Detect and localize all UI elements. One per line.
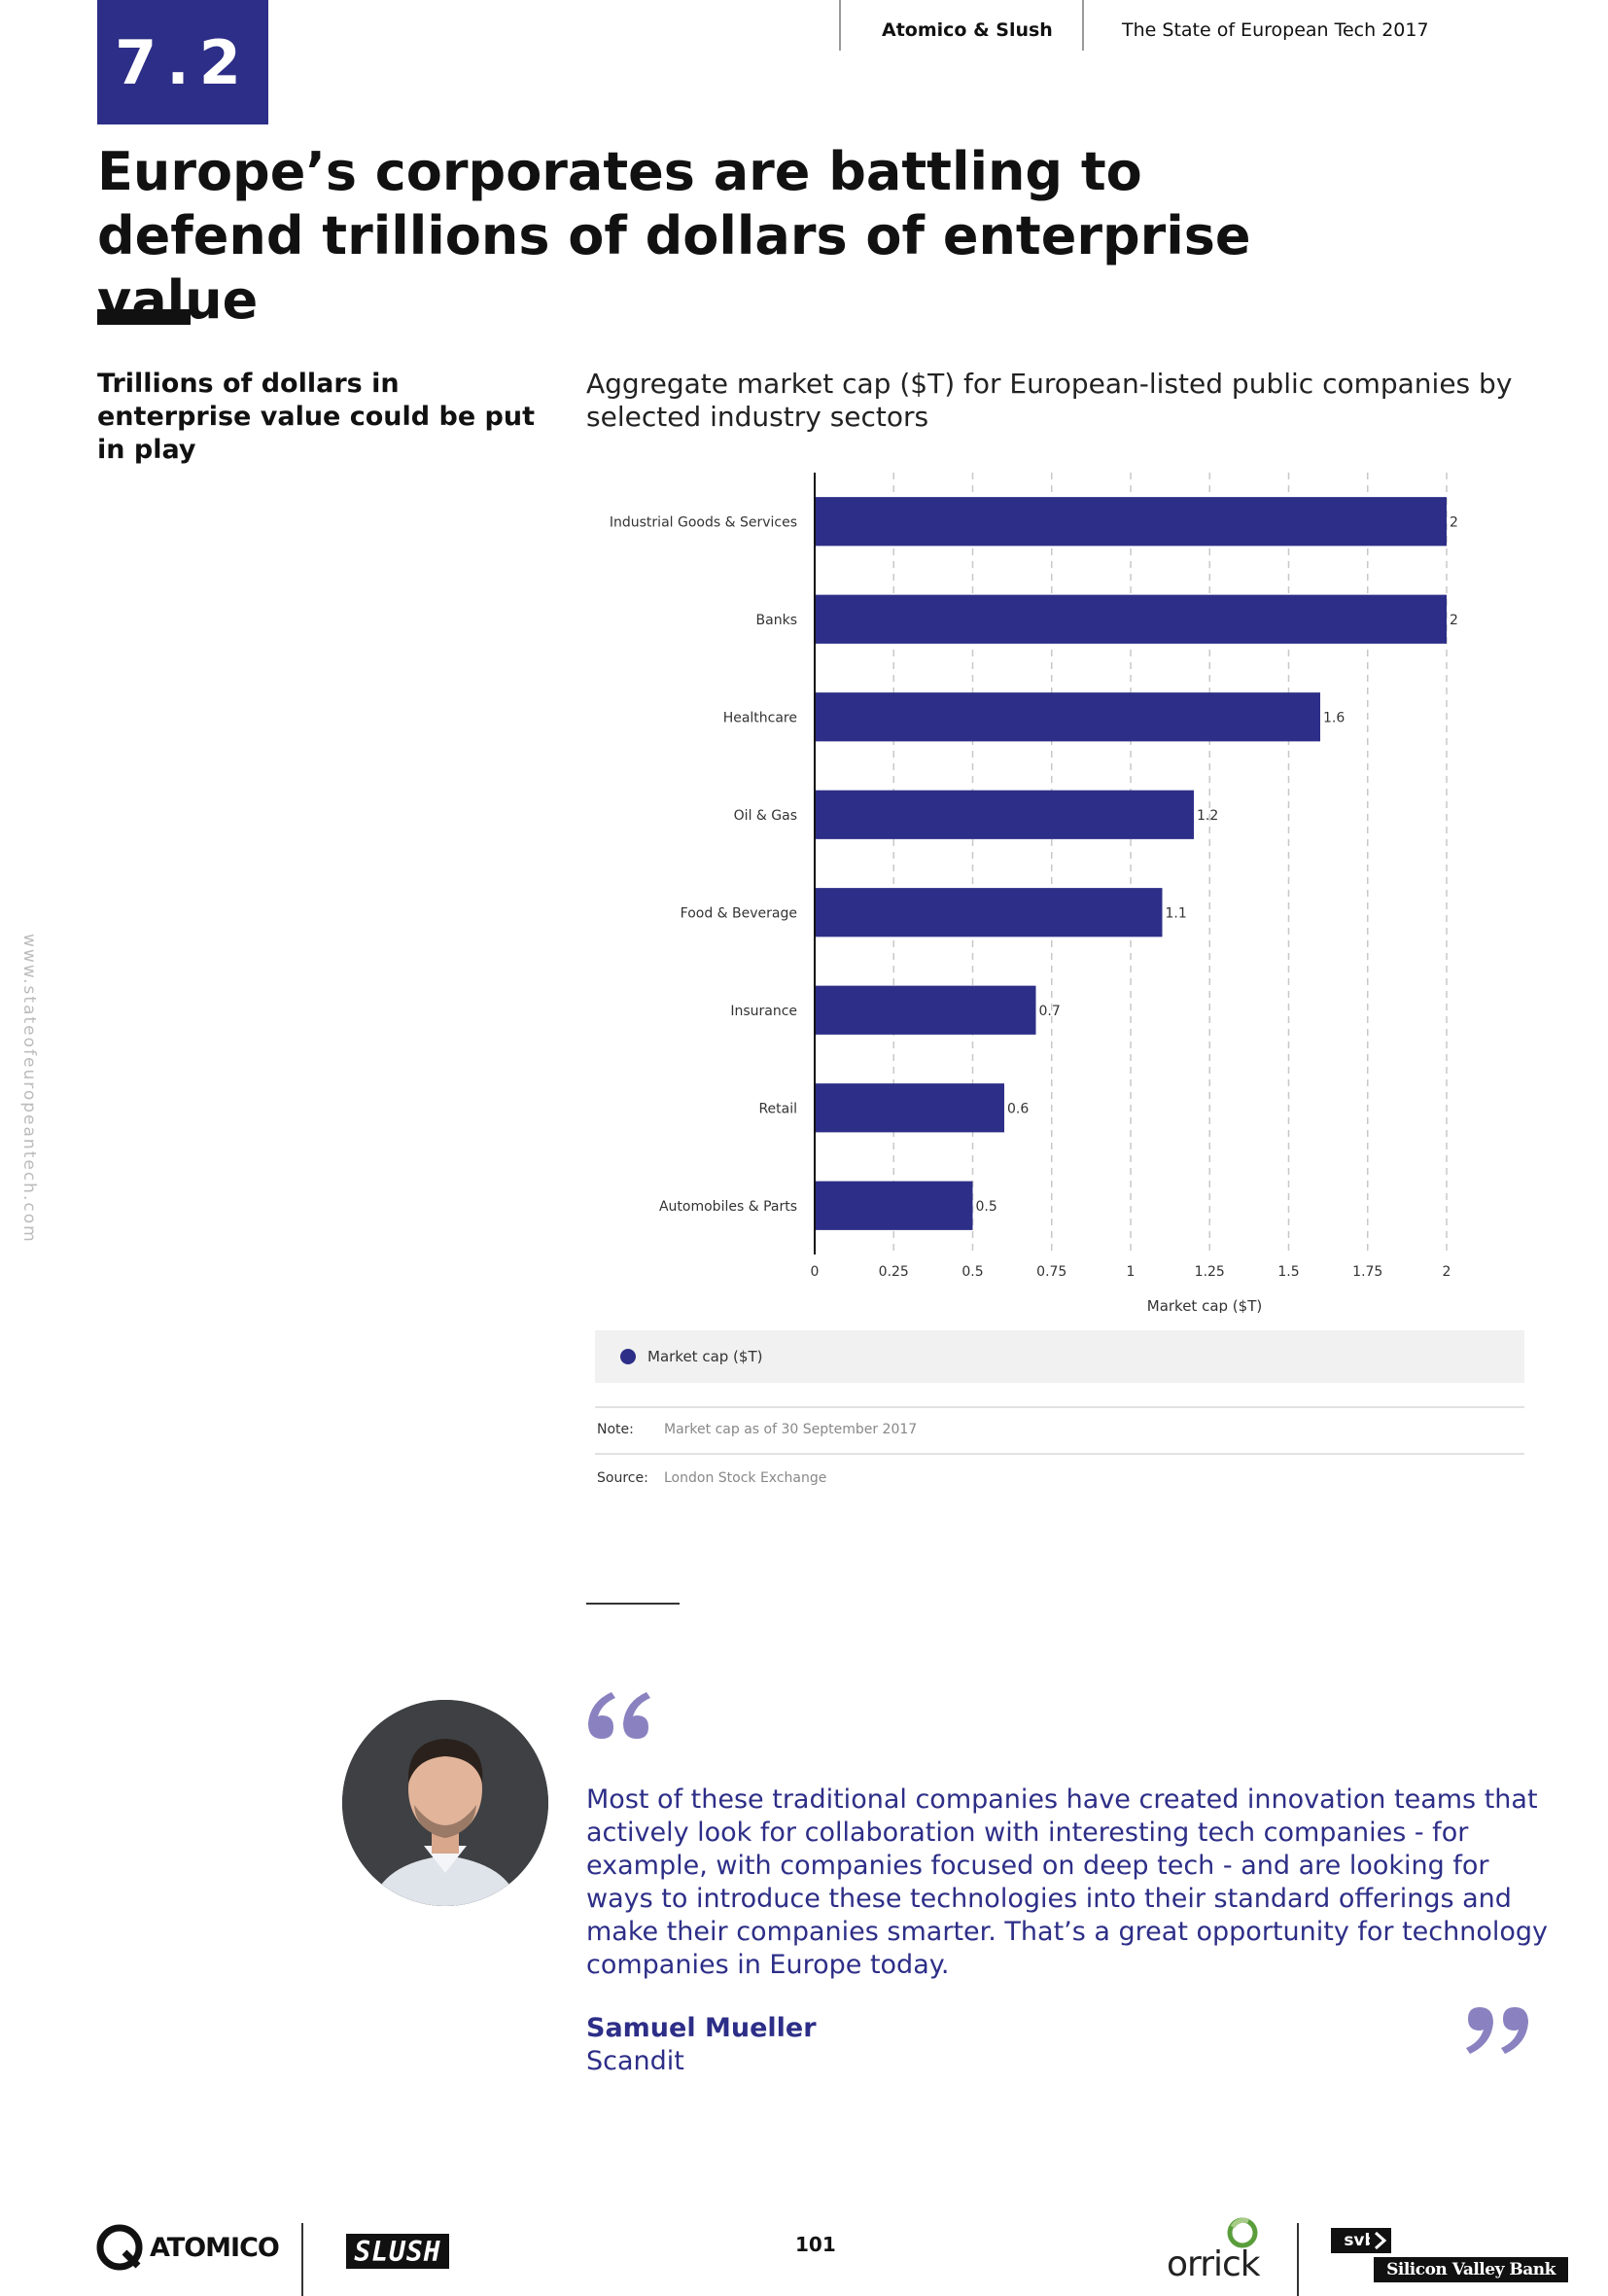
source-text: London Stock Exchange — [664, 1470, 827, 1486]
legend-label: Market cap ($T) — [647, 1348, 763, 1365]
category-label: Retail — [758, 1101, 797, 1116]
chart-value-labels: 2 2 1.6 1.2 1.1 0.7 0.6 0.5 — [976, 514, 1458, 1215]
bar — [815, 1083, 1004, 1133]
data-label: 2 — [1450, 514, 1458, 530]
bar — [815, 1181, 973, 1230]
category-label: Food & Beverage — [681, 905, 797, 921]
bar-chart: Industrial Goods & Services Banks Healthca… — [610, 473, 1458, 1313]
legend-swatch — [620, 1349, 636, 1364]
category-label: Banks — [756, 613, 797, 628]
chart-grid — [892, 473, 1448, 1254]
note-divider — [595, 1453, 1524, 1455]
open-quote-icon — [588, 1692, 650, 1739]
footer-divider — [1297, 2223, 1299, 2296]
x-tick-label: 0.25 — [879, 1264, 909, 1280]
svb-logo[interactable]: svb Silicon Valley Bank — [1331, 2228, 1574, 2286]
note-label: Note: — [597, 1422, 634, 1437]
orrick-logo-text: orrick — [1167, 2244, 1261, 2284]
title-underline — [97, 309, 191, 325]
atomico-logo-text: ATOMICO — [150, 2232, 280, 2263]
side-url[interactable]: www.stateofeuropeantech.com — [19, 934, 39, 1244]
category-label: Healthcare — [723, 710, 797, 725]
x-tick-label: 0.5 — [961, 1264, 983, 1280]
header-report-title: The State of European Tech 2017 — [1122, 19, 1429, 41]
bar — [815, 985, 1036, 1035]
x-tick-label: 1.5 — [1277, 1264, 1299, 1280]
svb-logo-text: Silicon Valley Bank — [1374, 2257, 1568, 2282]
x-tick-label: 2 — [1443, 1264, 1451, 1280]
category-label: Insurance — [730, 1004, 797, 1019]
slush-logo-text: SLUSH — [354, 2235, 441, 2268]
x-axis-title: Market cap ($T) — [1147, 1297, 1262, 1313]
data-label: 2 — [1450, 613, 1458, 628]
slush-logo[interactable]: SLUSH — [346, 2234, 449, 2269]
bar — [815, 692, 1320, 742]
bar — [815, 790, 1194, 839]
quote-author: Samuel Mueller — [586, 2013, 817, 2043]
data-label: 1.1 — [1166, 905, 1187, 921]
svb-logo-short: svb — [1344, 2231, 1377, 2250]
x-tick-label: 1.75 — [1352, 1264, 1382, 1280]
bar — [815, 888, 1163, 937]
chart-category-labels: Industrial Goods & Services Banks Healthca… — [610, 514, 797, 1215]
close-quote-icon — [1466, 2007, 1528, 2054]
avatar — [342, 1700, 548, 1906]
atomico-logo-icon — [96, 2224, 143, 2271]
data-label: 1.6 — [1323, 710, 1345, 725]
category-label: Oil & Gas — [734, 808, 797, 824]
chart-bars — [815, 497, 1447, 1230]
note-text: Market cap as of 30 September 2017 — [664, 1422, 918, 1437]
header-brand: Atomico & Slush — [882, 19, 1053, 41]
side-heading: Trillions of dollars in enterprise value… — [97, 369, 536, 465]
data-label: 0.6 — [1007, 1101, 1029, 1116]
bar — [815, 497, 1447, 547]
page-number: 101 — [795, 2233, 836, 2256]
category-label: Industrial Goods & Services — [610, 514, 797, 530]
x-tick-label: 1 — [1127, 1264, 1136, 1280]
x-tick-label: 1.25 — [1195, 1264, 1225, 1280]
data-label: 0.5 — [976, 1199, 997, 1215]
orrick-logo[interactable]: orrick — [1167, 2215, 1274, 2285]
bar — [815, 594, 1447, 644]
data-label: 0.7 — [1039, 1004, 1061, 1019]
orrick-ring-icon — [1227, 2217, 1258, 2248]
quote-company: Scandit — [586, 2046, 684, 2076]
x-tick-label: 0 — [811, 1264, 820, 1280]
atomico-logo[interactable]: ATOMICO — [95, 2223, 280, 2272]
x-tick-label: 0.75 — [1036, 1264, 1066, 1280]
page-title: Europe’s corporates are battling to defe… — [97, 141, 1251, 331]
chart-title: Aggregate market cap ($T) for European-l… — [586, 368, 1513, 433]
quote-divider — [586, 1603, 680, 1605]
category-label: Automobiles & Parts — [659, 1199, 797, 1215]
header-divider — [839, 0, 841, 51]
source-label: Source: — [597, 1470, 648, 1486]
data-label: 1.2 — [1197, 808, 1218, 824]
section-number-badge: 7.2 — [97, 0, 268, 124]
portrait-image — [342, 1700, 548, 1906]
header-divider — [1082, 0, 1084, 51]
quote-text: Most of these traditional companies have… — [586, 1784, 1549, 1980]
footer-divider — [301, 2223, 303, 2296]
note-divider — [595, 1406, 1524, 1408]
svb-chevron-icon — [1370, 2228, 1391, 2253]
chart-legend: Market cap ($T) — [595, 1330, 1524, 1383]
chart-x-ticks: 0 0.25 0.5 0.75 1 1.25 1.5 1.75 2 — [811, 1264, 1451, 1280]
